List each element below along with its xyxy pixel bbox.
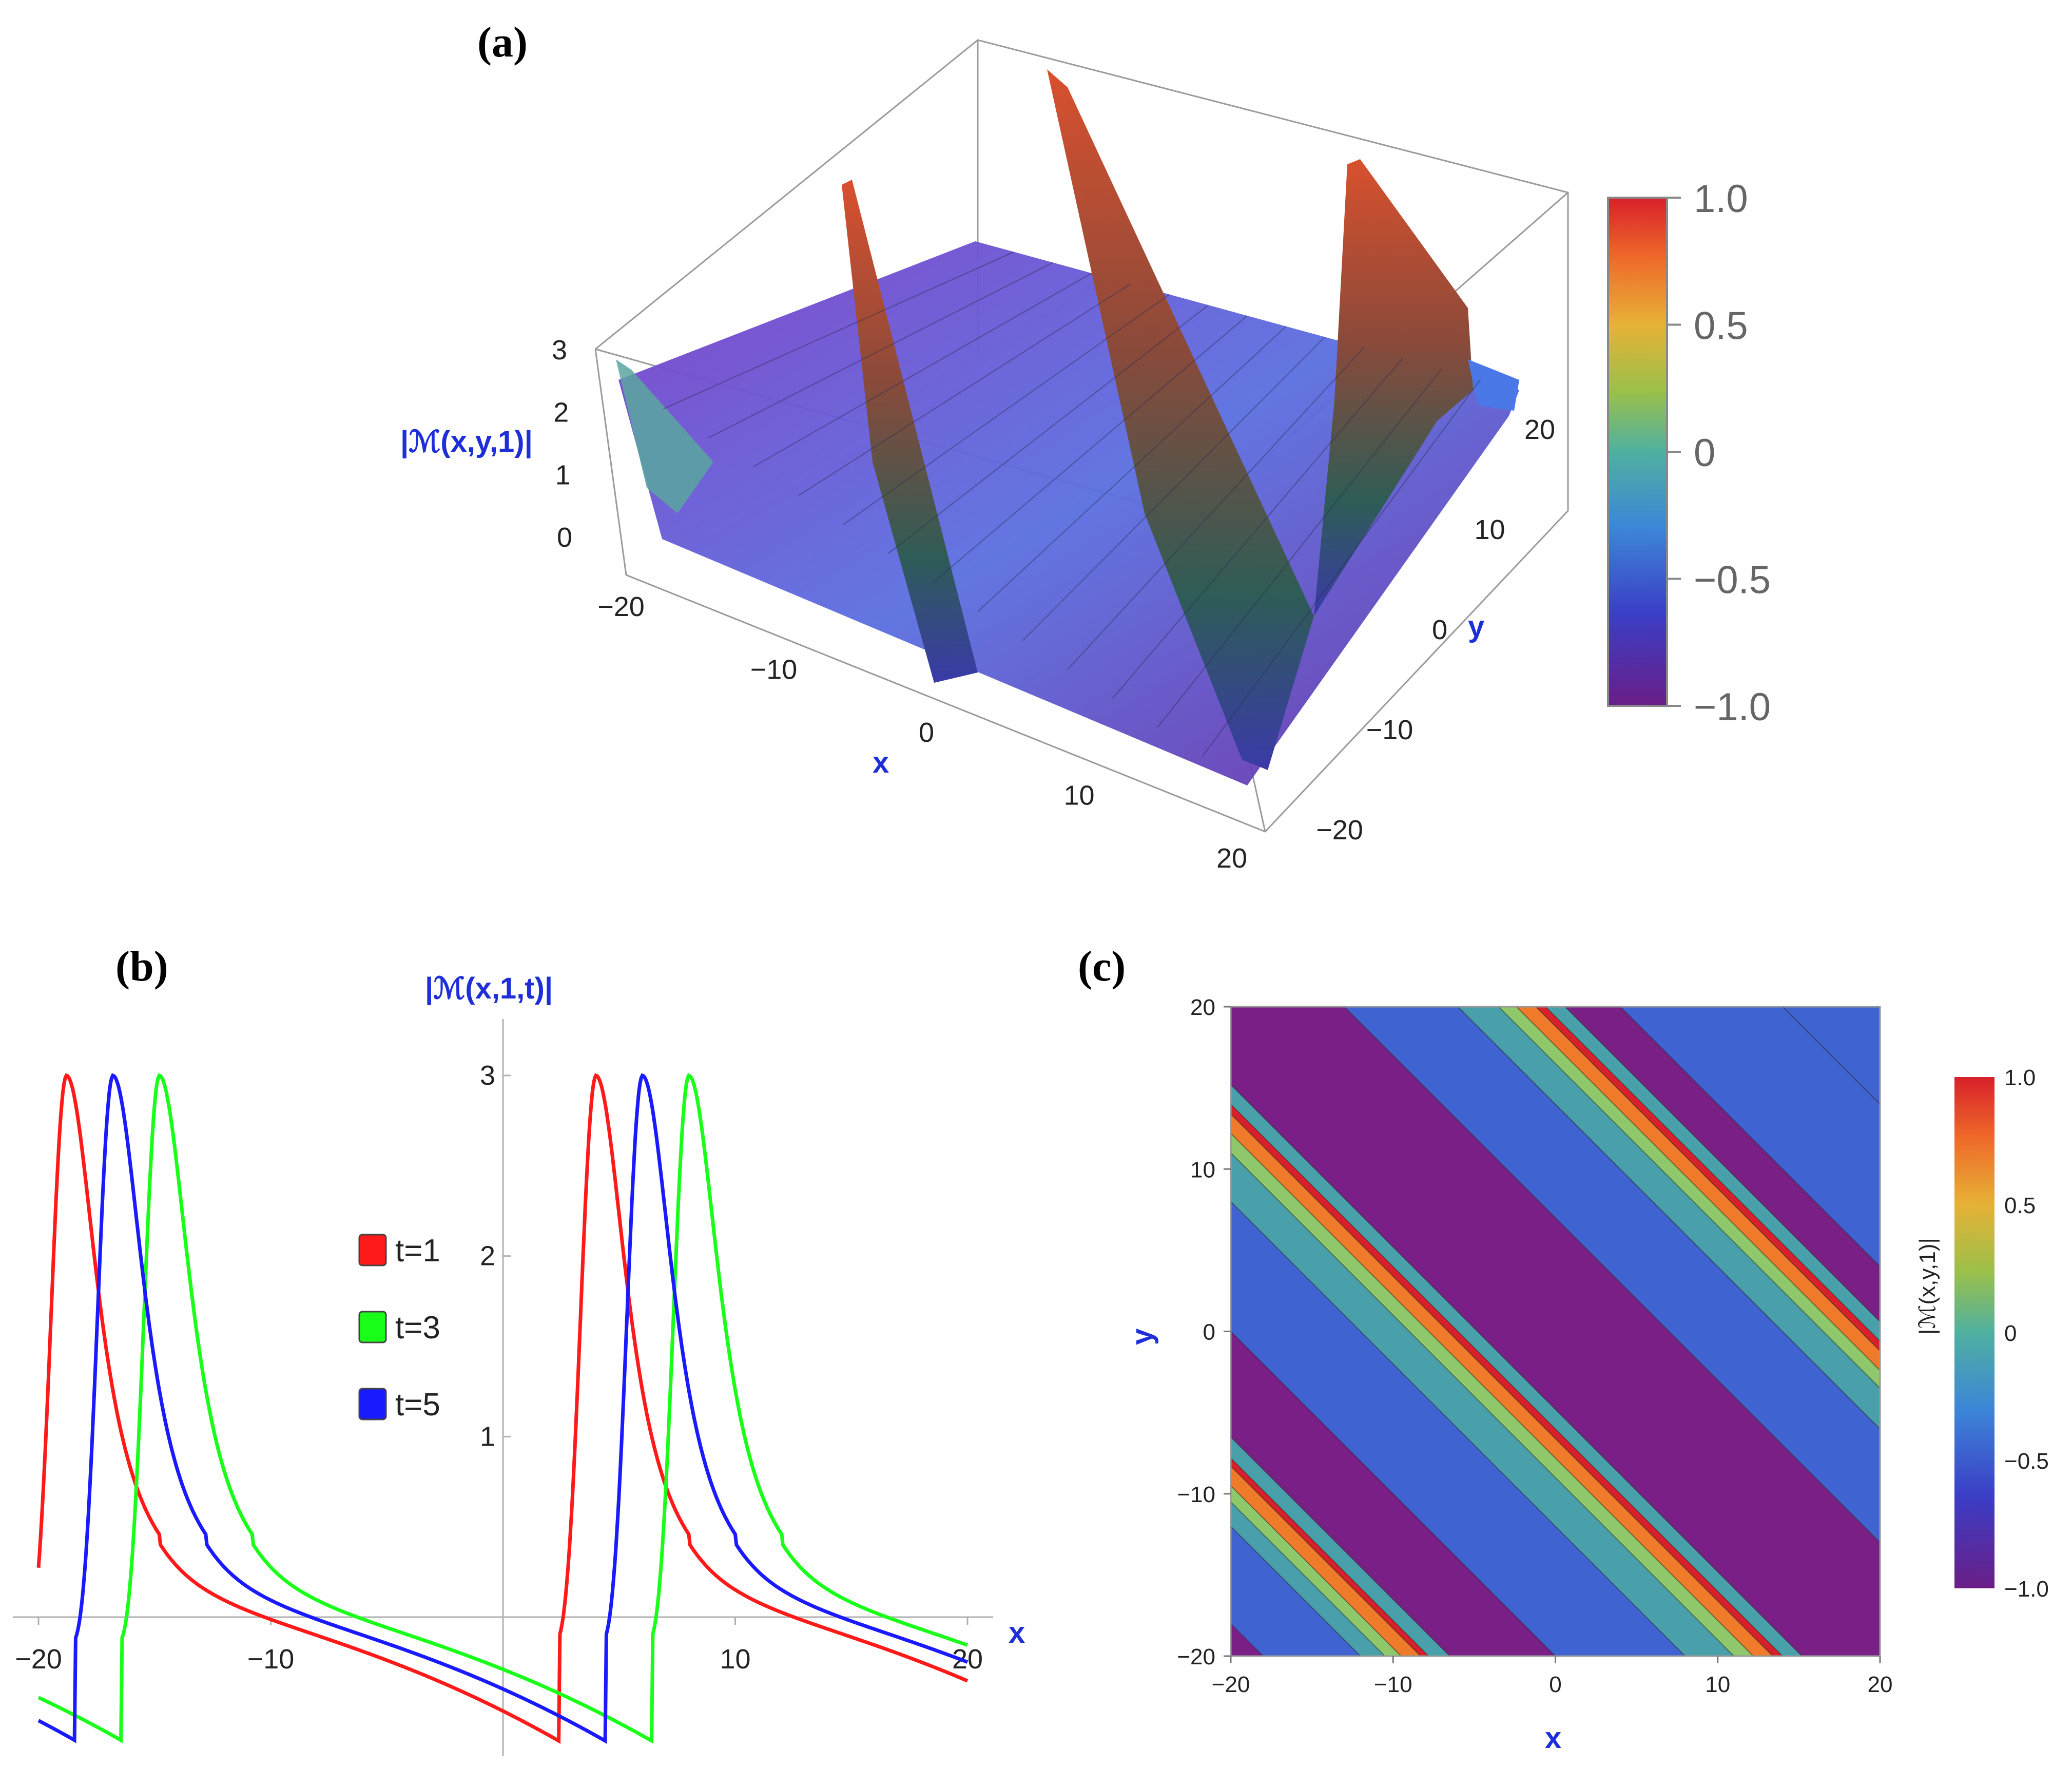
mesh-line (887, 304, 1209, 554)
legend-label: t=5 (395, 1387, 440, 1423)
mesh-line (1022, 336, 1326, 641)
legend: t=1 t=3 t=5 (358, 1233, 440, 1423)
y-tick-label: −20 (1177, 1644, 1215, 1669)
mesh-line (842, 294, 1170, 525)
mesh-line (1112, 358, 1403, 699)
x-tick-label: 10 (720, 1644, 750, 1675)
contour-band (1619, 1007, 1880, 1267)
mesh-line (1202, 379, 1481, 757)
x-axis-title: x (873, 746, 889, 779)
legend-swatch (358, 1311, 387, 1343)
x-tick-label: 0 (1549, 1672, 1561, 1697)
y-tick-label: 0 (1203, 1320, 1215, 1345)
x-tick-label: −10 (750, 655, 798, 685)
surface-ridge-1 (842, 180, 978, 683)
panel-c-label: (c) (1078, 943, 1126, 990)
contour-band (1564, 1007, 1880, 1322)
colorbar-tick-label: −0.5 (2004, 1449, 2049, 1474)
series-line-t=3 (37, 1073, 969, 1744)
contour-band (1344, 1007, 1880, 1543)
contour-band (1231, 1007, 1880, 1656)
contour-band (1498, 1007, 1880, 1389)
x-tick-label: 20 (1216, 843, 1247, 874)
x-axis-title: x (1545, 1721, 1561, 1755)
x-tick-label: 0 (919, 717, 934, 748)
contour-band (1457, 1007, 1880, 1430)
x-tick-label: −20 (597, 591, 645, 622)
colorbar-tick-label: 0.5 (1694, 304, 1748, 348)
z-axis-title: |ℳ(x,y,1)| (400, 425, 533, 458)
panel-b-label: (b) (115, 943, 168, 990)
mesh-line (932, 315, 1248, 583)
x-tick-label: 10 (1063, 780, 1094, 811)
contour-plot (1231, 1007, 1880, 1656)
panel-b: (b) |ℳ(x,1,t)| x −20 −10 10 20 123 t=1t=3t=… (13, 943, 1025, 1756)
y-tick-label: −10 (1177, 1482, 1215, 1507)
mesh-line (798, 283, 1131, 496)
y-tick-label: 10 (1190, 1157, 1215, 1182)
x-tick-label: −20 (1212, 1672, 1250, 1697)
z-tick-label: 1 (555, 459, 571, 490)
x-tick-label: −10 (1374, 1672, 1412, 1697)
contour-band (1516, 1007, 1880, 1371)
surface-ridge-3 (1314, 159, 1473, 616)
mesh-line (708, 262, 1053, 438)
x-tick-label: −20 (15, 1644, 62, 1675)
surface-edge-rise (616, 359, 713, 513)
z-tick-label: 2 (553, 397, 569, 428)
y-axis-title: y (1468, 610, 1484, 643)
mesh-line (977, 325, 1287, 612)
panel-a-label: (a) (477, 18, 528, 66)
y-tick-label: 10 (1474, 514, 1505, 545)
legend-label: t=3 (395, 1310, 440, 1346)
mesh-line (1067, 347, 1364, 670)
colorbar-tick-label: 1.0 (2004, 1065, 2036, 1090)
x-tick-label: −10 (247, 1644, 295, 1675)
y-tick-label: 0 (1432, 614, 1447, 645)
colorbar-a (1607, 197, 1668, 707)
legend-swatch (358, 1388, 387, 1420)
y-axis-title: y (1126, 1329, 1159, 1345)
colorbar-tick-label: 1.0 (1694, 177, 1748, 221)
y-tick-label: −20 (1316, 815, 1363, 846)
y-tick-label: 3 (480, 1060, 495, 1091)
surface-tail (1468, 359, 1519, 411)
y-tick-label: −10 (1366, 715, 1413, 745)
z-tick-label: 3 (552, 335, 567, 366)
y-axis-title: |ℳ(x,1,t)| (425, 972, 553, 1005)
x-axis-title: x (1009, 1616, 1025, 1649)
series-line-t=5 (37, 1073, 969, 1744)
colorbar-tick-label: −0.5 (1694, 559, 1771, 602)
legend-swatch (358, 1234, 387, 1266)
y-tick-label: 20 (1524, 414, 1555, 445)
colorbar-tick-label: 0 (1694, 431, 1715, 475)
mesh-line (753, 273, 1092, 468)
contour-band (1535, 1007, 1880, 1352)
surface-plot (616, 69, 1519, 785)
z-tick-label: 0 (557, 522, 572, 553)
colorbar-tick-label: −1.0 (2004, 1577, 2049, 1602)
panel-a: (a) −20 −10 0 10 20 −20 −10 0 10 20 0 1 2 3 x y |ℳ(… (400, 18, 1771, 874)
contour-band (1782, 1007, 1880, 1105)
x-tick-label: 20 (1868, 1672, 1893, 1697)
mesh-line (1157, 368, 1442, 728)
colorbar-tick-label: 0 (2004, 1321, 2017, 1346)
panel-c: (c) −20 −10 0 10 20 −20 −10 0 10 20 x y 1.0 0.5 0 −… (1078, 943, 2049, 1755)
colorbar-tick-label: 0.5 (2004, 1193, 2036, 1218)
y-tick-label: 20 (1190, 995, 1215, 1020)
mesh-line (663, 251, 1015, 410)
legend-label: t=1 (395, 1233, 440, 1269)
colorbar-c (1954, 1077, 1994, 1588)
y-tick-label: 1 (480, 1421, 495, 1452)
surface-ridge-2 (1047, 69, 1314, 770)
y-tick-label: 2 (480, 1241, 495, 1272)
colorbar-tick-label: −1.0 (1694, 685, 1771, 729)
colorbar-title: |ℳ(x,y,1)| (1915, 1238, 1940, 1335)
x-tick-label: 10 (1705, 1672, 1730, 1697)
series-line-t=1 (36, 1073, 969, 1744)
contour-band (1545, 1007, 1880, 1342)
